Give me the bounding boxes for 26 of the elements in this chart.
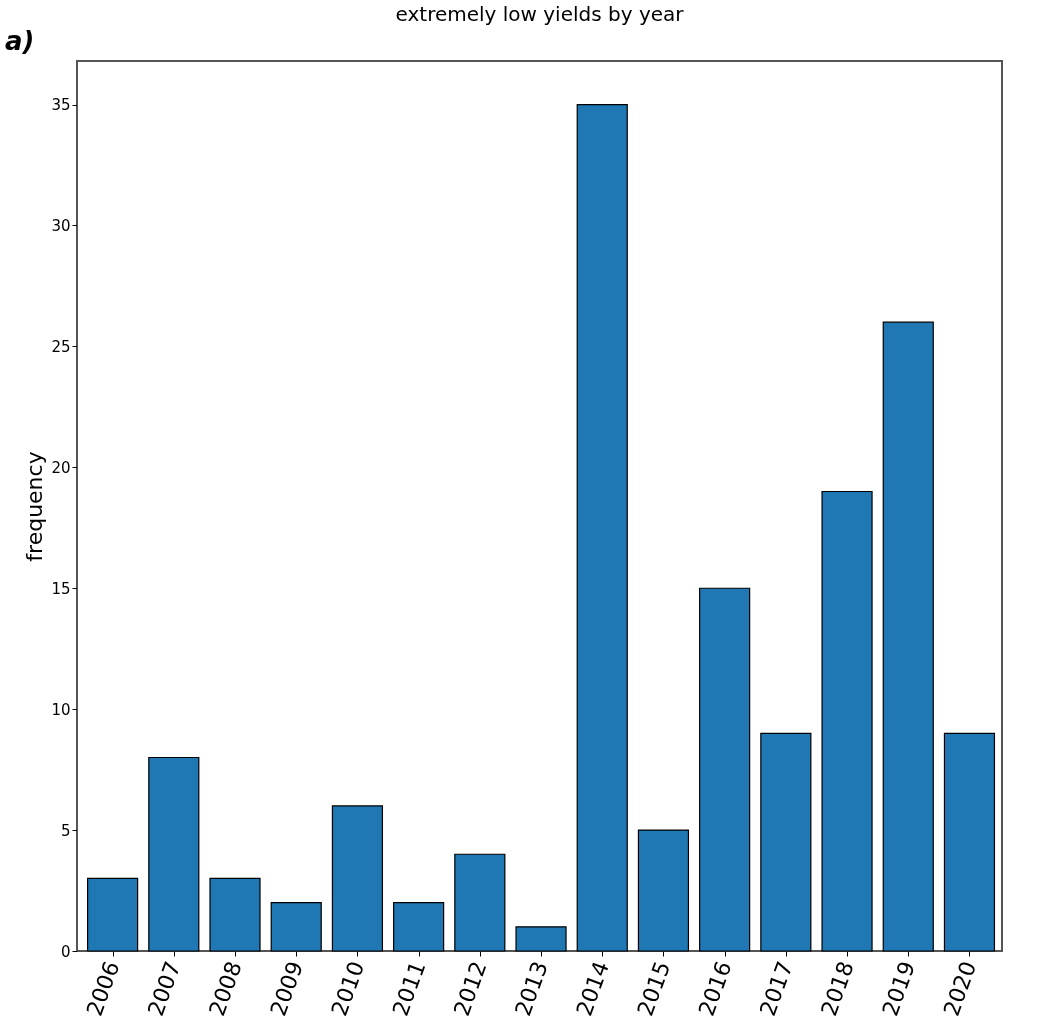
y-tick-label: 5 [60, 821, 71, 840]
y-tick-label: 10 [51, 700, 71, 719]
y-tick-label: 25 [51, 337, 71, 356]
x-tick-label: 2013 [510, 958, 553, 1020]
x-tick-label: 2019 [877, 958, 921, 1020]
x-tick-label: 2014 [571, 958, 615, 1020]
x-tick-label: 2006 [81, 958, 125, 1020]
x-tick-label: 2017 [754, 958, 798, 1020]
text: a) [5, 26, 35, 56]
x-tick-label: 2007 [142, 958, 186, 1020]
x-tick-label: 2016 [693, 958, 737, 1020]
x-tick-label: 2011 [387, 958, 431, 1020]
y-tick-label: 0 [60, 942, 71, 961]
y-tick-label: 20 [51, 458, 71, 477]
x-tick-label: 2015 [632, 958, 676, 1020]
x-tick-label: 2008 [204, 958, 247, 1020]
y-tick-label: 15 [51, 579, 71, 598]
x-tick-label: 2012 [448, 958, 492, 1020]
x-tick-label: 2020 [938, 958, 982, 1020]
y-tick-label: 30 [51, 216, 71, 235]
y-axis-title: frequency [22, 451, 48, 562]
x-tick-label: 2009 [265, 958, 308, 1020]
x-tick-label: 2018 [816, 958, 859, 1020]
x-tick-label: 2010 [326, 958, 370, 1020]
chart-title: extremely low yields by year [395, 2, 685, 26]
y-tick-label: 35 [51, 96, 71, 115]
